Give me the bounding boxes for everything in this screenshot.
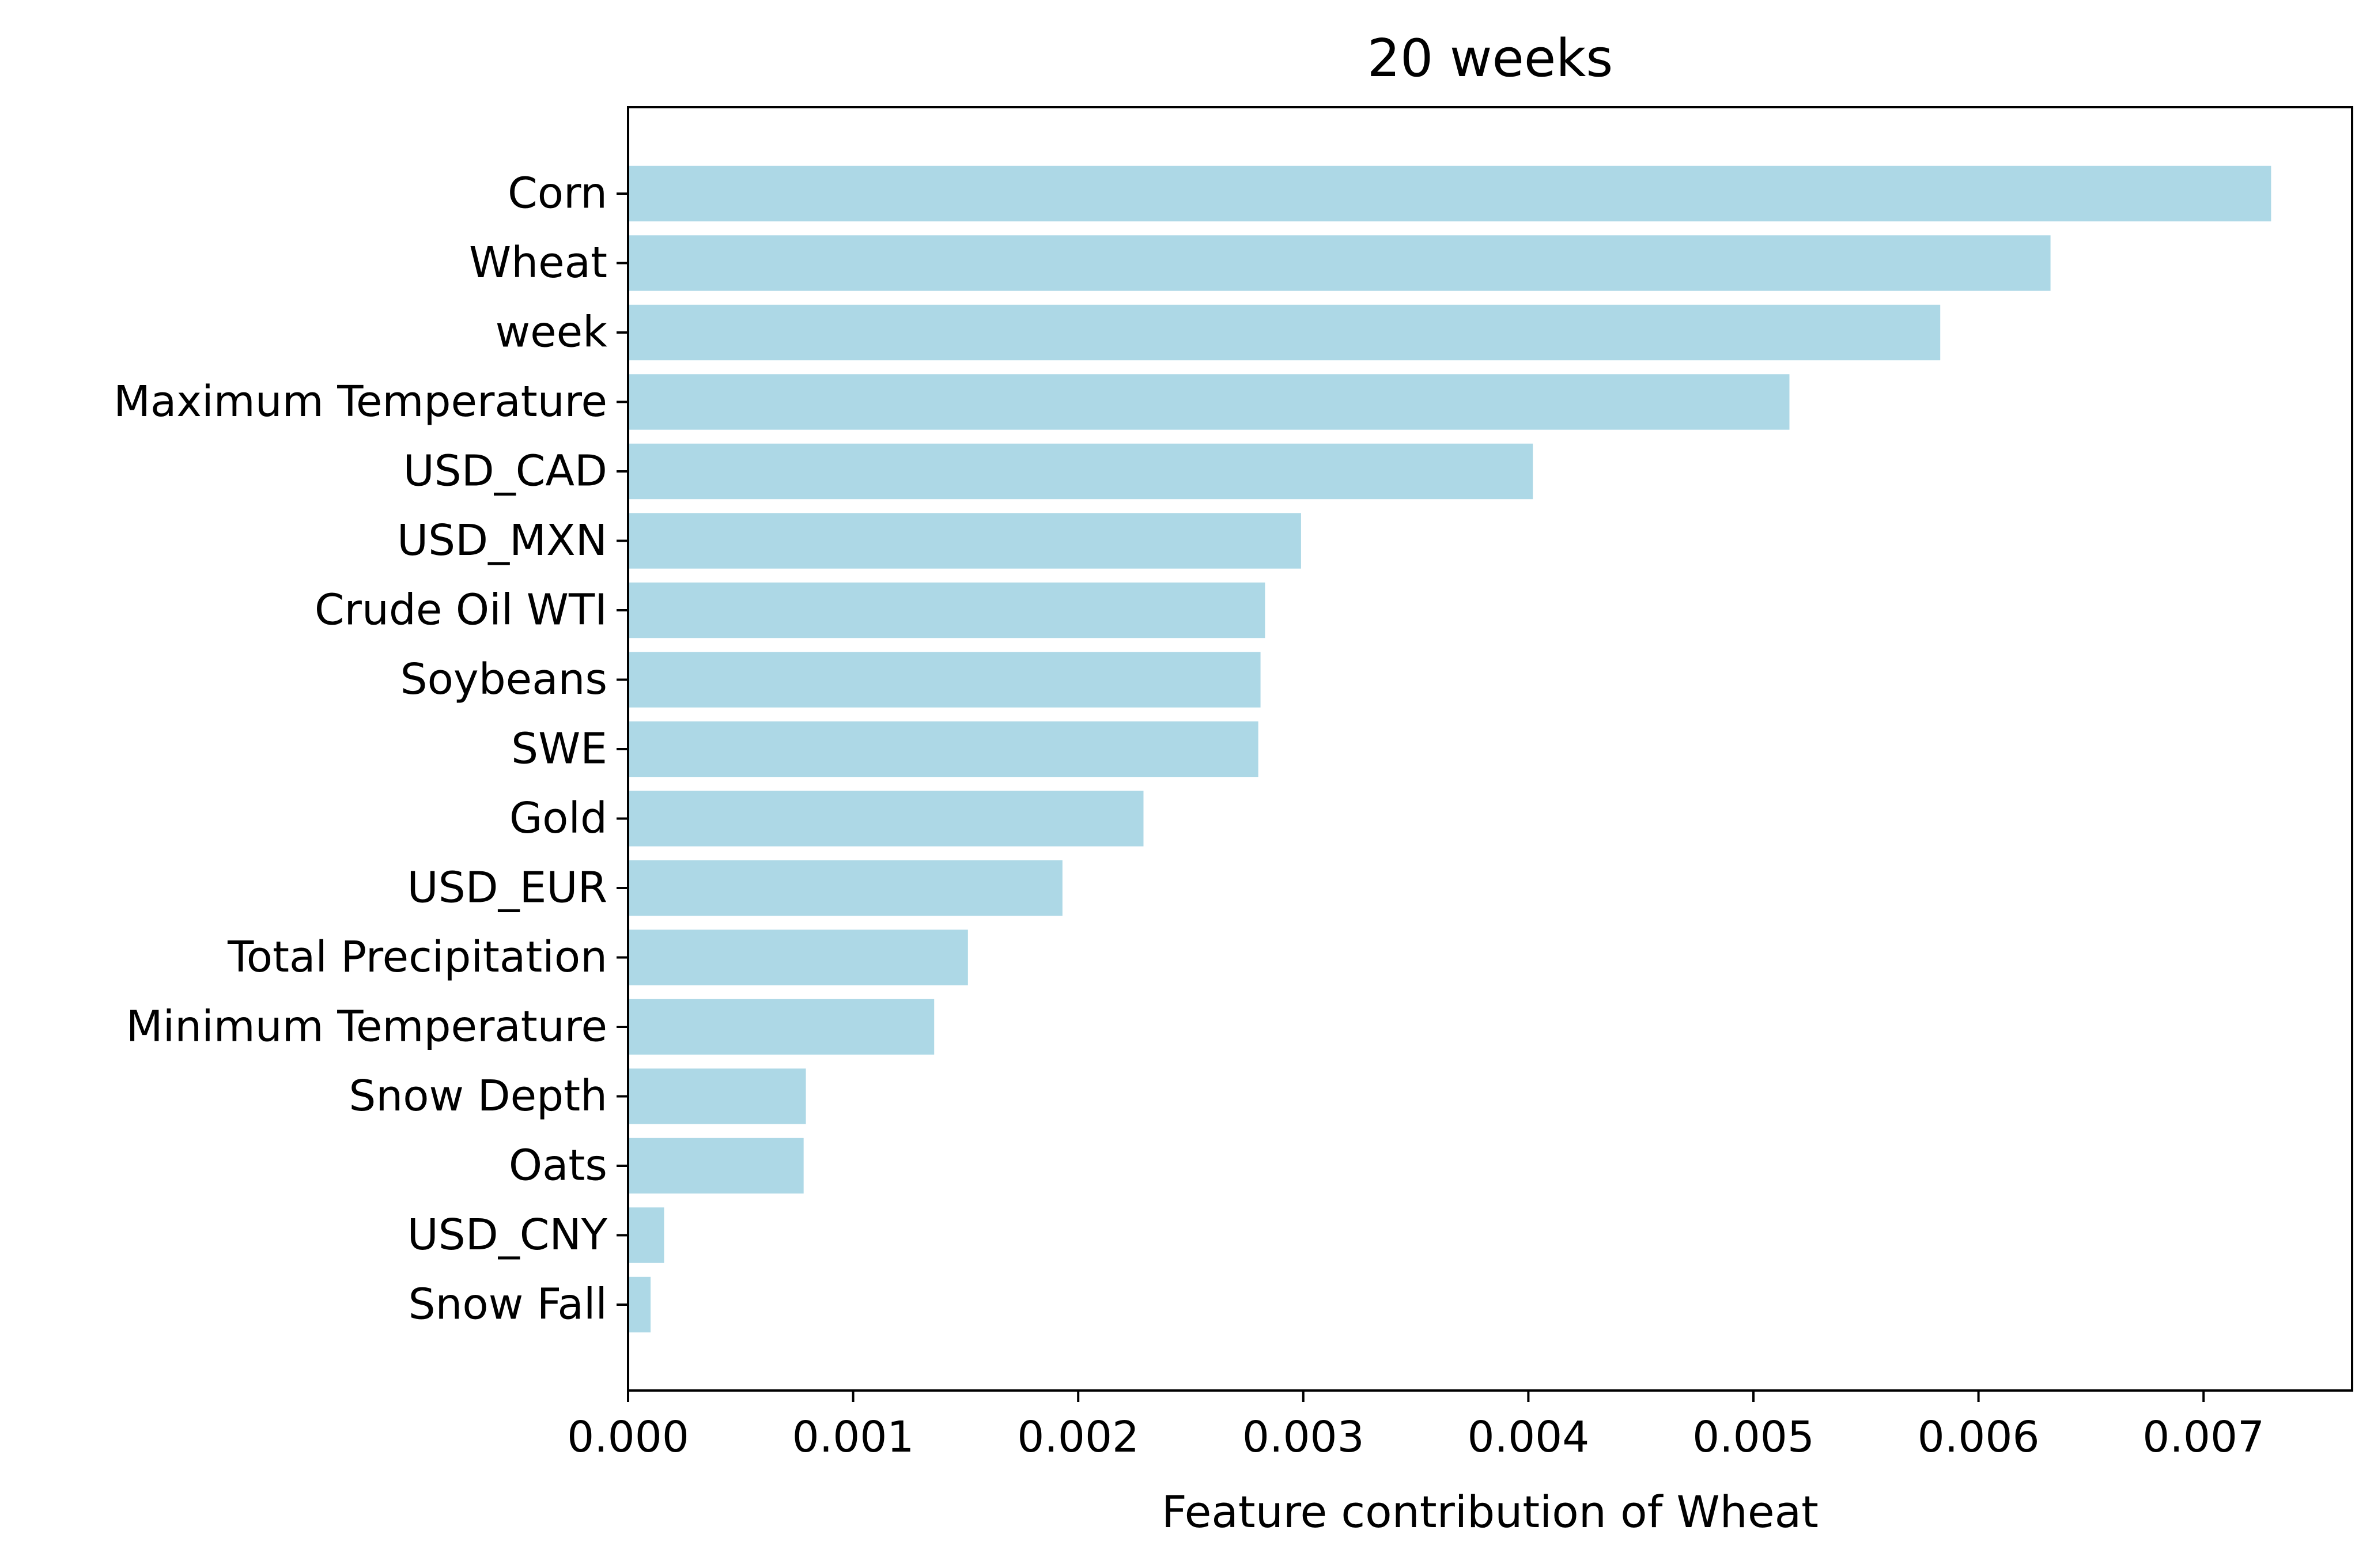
y-tick-label: Snow Fall xyxy=(409,1280,607,1329)
y-tick-label: SWE xyxy=(511,724,607,774)
x-tick-label: 0.003 xyxy=(1242,1412,1364,1462)
bar-gold xyxy=(628,791,1144,847)
x-axis: 0.000 0.001 0.002 0.003 0.004 0.005 0.006 0.007 xyxy=(567,1391,2265,1462)
bar-usd-cad xyxy=(628,443,1533,500)
x-tick-label: 0.005 xyxy=(1692,1412,1814,1462)
chart-title: 20 weeks xyxy=(1367,28,1613,89)
bar-week xyxy=(628,304,1941,361)
bar-total-precipitation xyxy=(628,930,968,985)
y-tick-label: Corn xyxy=(508,169,607,218)
x-axis-label: Feature contribution of Wheat xyxy=(1162,1486,1819,1537)
bar-usd-mxn xyxy=(628,513,1301,569)
bar-oats xyxy=(628,1138,804,1194)
y-tick-label: Minimum Temperature xyxy=(126,1002,607,1052)
x-tick-label: 0.007 xyxy=(2142,1412,2265,1462)
y-tick-label: Wheat xyxy=(469,238,607,288)
bar-usd-cny xyxy=(628,1207,664,1263)
y-tick-label: Crude Oil WTI xyxy=(315,585,607,635)
y-tick-label: USD_EUR xyxy=(407,863,607,913)
bar-snow-fall xyxy=(628,1276,651,1333)
y-tick-label: Maximum Temperature xyxy=(114,377,607,426)
x-tick-label: 0.006 xyxy=(1918,1412,2040,1462)
x-tick-label: 0.004 xyxy=(1467,1412,1589,1462)
bar-corn xyxy=(628,165,2271,222)
bar-maximum-temperature xyxy=(628,374,1790,430)
bar-soybeans xyxy=(628,652,1261,708)
y-tick-label: Total Precipitation xyxy=(227,932,607,982)
bar-crude-oil-wti xyxy=(628,582,1265,638)
y-tick-label: USD_MXN xyxy=(397,516,607,565)
y-tick-label: week xyxy=(496,308,608,357)
y-tick-label: USD_CNY xyxy=(407,1210,608,1260)
bar-usd-eur xyxy=(628,860,1063,916)
y-tick-label: USD_CAD xyxy=(403,447,607,496)
bar-wheat xyxy=(628,235,2051,291)
bar-minimum-temperature xyxy=(628,999,935,1055)
y-tick-label: Soybeans xyxy=(400,655,607,704)
bar-swe xyxy=(628,721,1258,777)
y-tick-label: Oats xyxy=(509,1141,607,1191)
bar-snow-depth xyxy=(628,1068,806,1124)
x-tick-label: 0.001 xyxy=(792,1412,914,1462)
x-tick-label: 0.002 xyxy=(1017,1412,1139,1462)
y-axis: Corn Wheat week Maximum Temperature USD_CAD U… xyxy=(114,169,628,1329)
y-tick-label: Gold xyxy=(509,794,607,843)
y-tick-label: Snow Depth xyxy=(349,1071,607,1121)
x-tick-label: 0.000 xyxy=(567,1412,689,1462)
bars-group xyxy=(628,165,2271,1333)
